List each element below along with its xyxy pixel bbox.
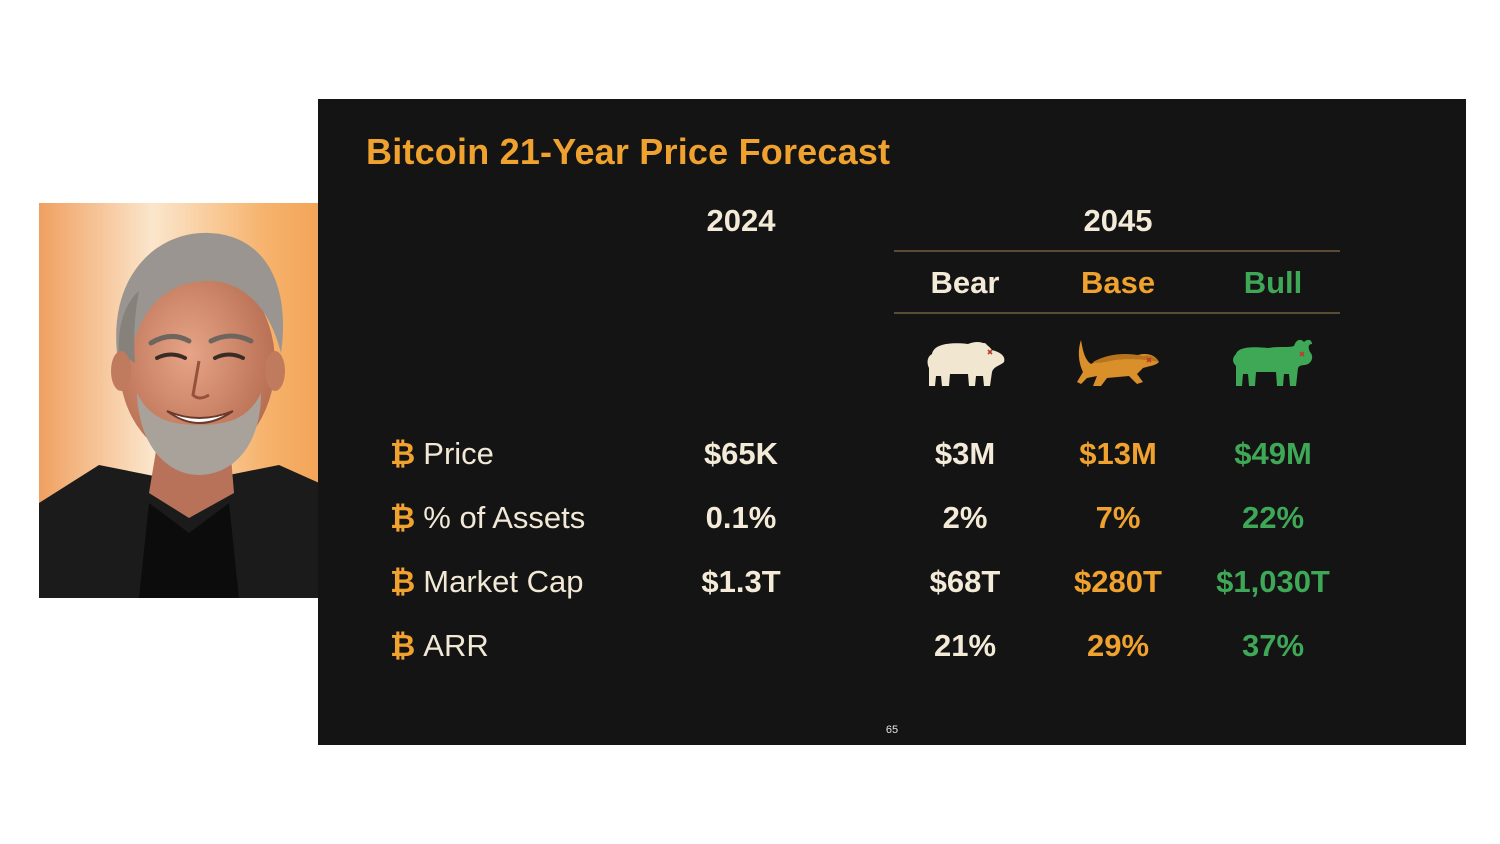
- price-2024: $65K: [703, 436, 779, 471]
- scenario-base-label: Base: [1080, 265, 1156, 300]
- bitcoin-icon: ₿: [390, 564, 416, 599]
- price-bear: $3M: [934, 436, 996, 471]
- row-label-market-cap: ₿ Market Cap: [390, 564, 584, 600]
- price-base: $13M: [1079, 436, 1157, 471]
- speaker-photo: [39, 203, 364, 598]
- market-cap-bear: $68T: [929, 564, 1001, 599]
- year-2045-header: 2045: [1083, 203, 1153, 238]
- scenario-bull-label: Bull: [1243, 265, 1303, 300]
- market-cap-bull: $1,030T: [1216, 564, 1330, 599]
- header-divider-bottom: [894, 312, 1340, 314]
- page-number: 65: [885, 724, 899, 736]
- header-divider-top: [894, 250, 1340, 252]
- scenario-bear-label: Bear: [930, 265, 1000, 300]
- assets-2024: 0.1%: [705, 500, 777, 535]
- assets-bull: 22%: [1241, 500, 1305, 535]
- row-label-arr: ₿ ARR: [390, 628, 489, 664]
- bull-icon: [1228, 332, 1318, 392]
- row-label-assets: ₿% of Assets: [390, 500, 585, 536]
- slide-title: Bitcoin 21-Year Price Forecast: [366, 131, 891, 172]
- row-label-price: ₿ Price: [390, 436, 494, 472]
- market-cap-base: $280T: [1074, 564, 1162, 599]
- arr-bull: 37%: [1241, 628, 1305, 663]
- bear-icon: [920, 332, 1010, 392]
- assets-bear: 2%: [942, 500, 988, 535]
- arr-base: 29%: [1086, 628, 1150, 663]
- row-label-text: Market Cap: [423, 564, 584, 599]
- price-bull: $49M: [1234, 436, 1312, 471]
- year-2024-header: 2024: [706, 203, 776, 238]
- row-label-text: Price: [423, 436, 494, 471]
- market-cap-2024: $1.3T: [701, 564, 781, 599]
- row-label-text: % of Assets: [423, 500, 586, 535]
- assets-base: 7%: [1095, 500, 1141, 535]
- arr-bear: 21%: [933, 628, 997, 663]
- row-label-text: ARR: [423, 628, 489, 663]
- bitcoin-icon: ₿: [390, 500, 416, 535]
- bitcoin-icon: ₿: [390, 628, 416, 663]
- bitcoin-icon: ₿: [390, 436, 416, 471]
- forecast-slide: Bitcoin 21-Year Price Forecast 2024 2045…: [318, 99, 1466, 745]
- honey-badger-icon: [1073, 332, 1163, 392]
